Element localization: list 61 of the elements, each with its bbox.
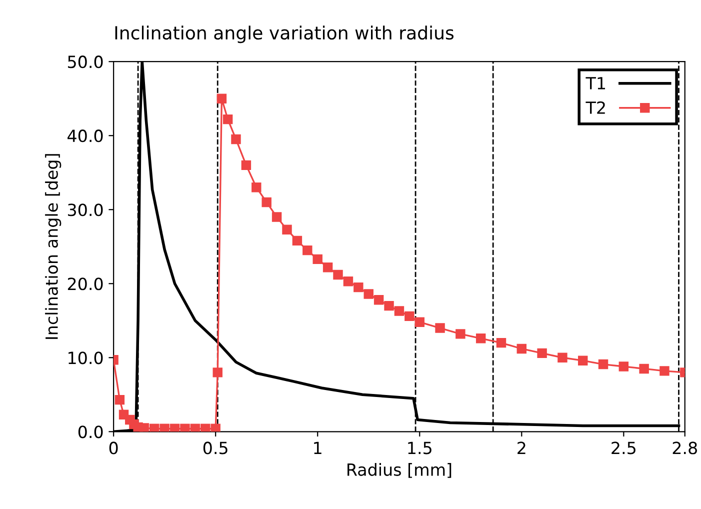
point [578,356,588,366]
y-tick-label: 30.0 [68,204,103,216]
point [170,424,180,432]
x-tick-label: 1.5 [408,442,432,454]
point [139,423,150,432]
point [404,311,414,322]
point [180,424,190,432]
point [210,424,220,432]
y-tick-label: 20.0 [68,278,103,290]
point [302,245,312,256]
x-tick-label: 0.5 [203,442,228,454]
y-tick-label: 40.0 [68,130,103,142]
x-tick-label: 1 [314,442,322,454]
point [262,197,272,208]
x-tick-label: 2 [518,442,526,454]
point [598,359,608,370]
point [558,352,568,362]
point [354,282,364,292]
point [241,160,252,170]
point [618,362,629,372]
point [292,236,302,246]
point [456,329,466,339]
x-tick-label: 2.5 [612,442,636,454]
point [231,134,241,144]
point [190,424,200,432]
point [282,224,292,234]
legend-label: T1 [586,77,606,90]
chart-title: Inclination angle variation with radius [115,26,454,44]
point [212,368,222,378]
y-tick-label: 0.0 [78,426,103,438]
point [114,394,125,405]
point [343,276,354,286]
point [150,424,160,432]
y-axis-title: Inclination angle [deg] [45,154,62,339]
point [414,317,424,327]
point [200,424,210,432]
y-tick-label: 10.0 [68,352,103,364]
y-tick-label: 50.0 [68,56,103,68]
point [364,289,374,299]
point [639,364,649,374]
legend-label: T2 [586,101,605,114]
point [394,306,404,316]
x-tick-label: 0 [109,442,118,454]
x-axis-title: Radius [mm] [348,463,452,478]
point [160,424,170,432]
point [384,300,394,311]
point [435,323,445,333]
x-tick-label: 2.8 [672,442,697,454]
point [272,212,282,222]
point [216,94,227,104]
point [516,344,527,354]
point [222,114,233,124]
point [322,262,333,272]
point [476,334,486,344]
point [252,182,262,192]
point [496,338,506,348]
point [374,295,384,305]
point [537,348,547,358]
point [312,254,322,264]
point [333,270,343,280]
point [660,366,670,376]
